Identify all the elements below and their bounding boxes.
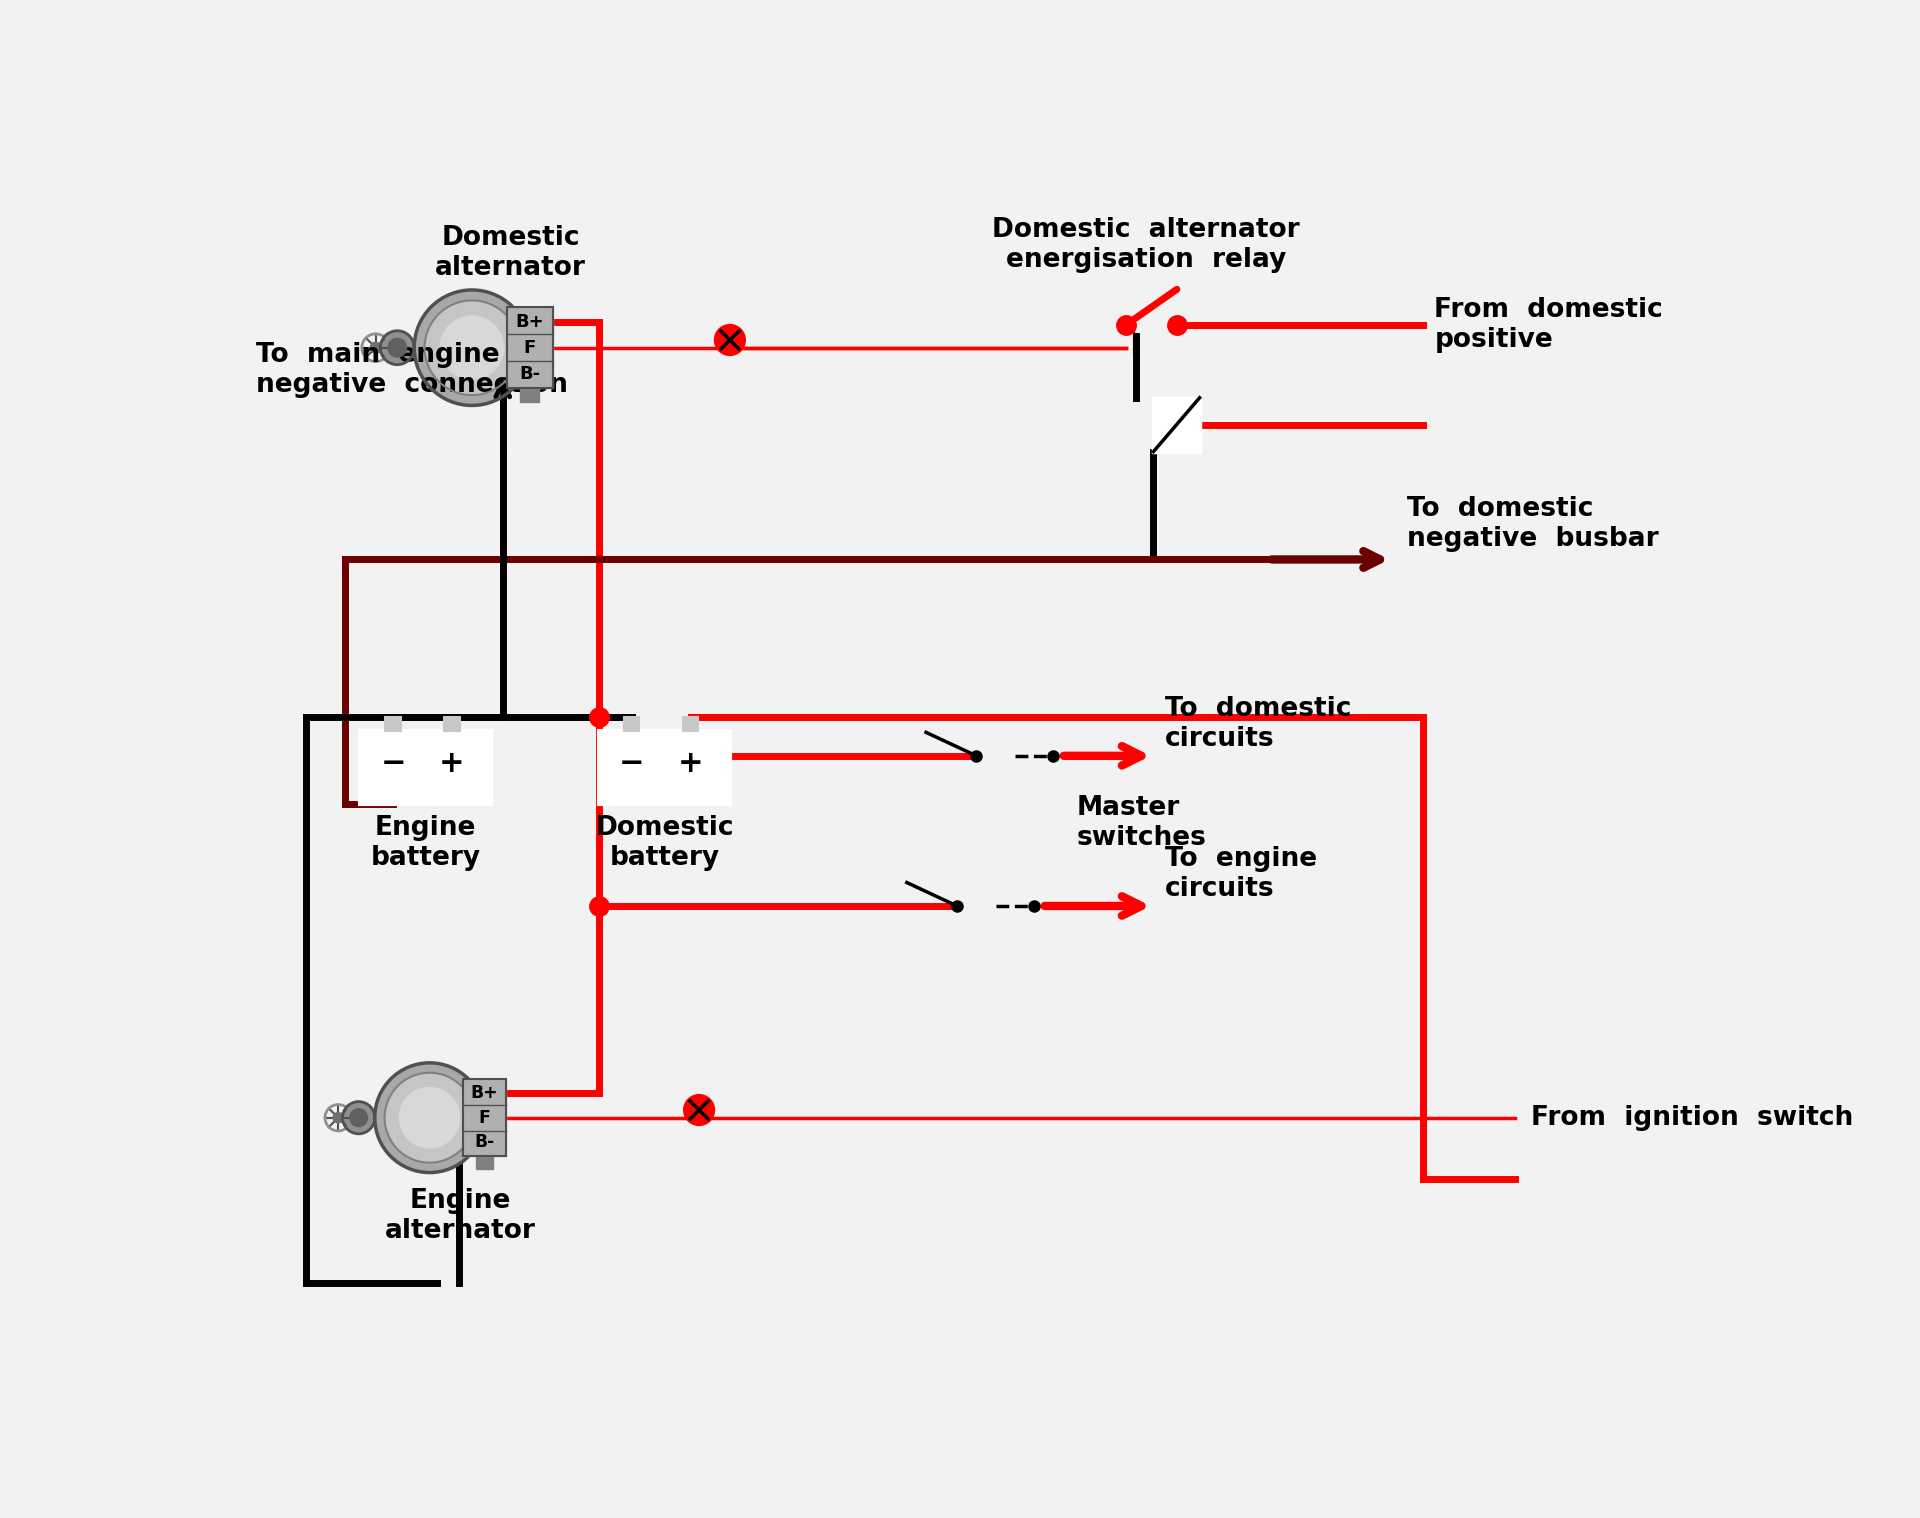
Text: −: − [618,748,645,779]
Circle shape [349,1108,367,1126]
Text: B+: B+ [515,313,543,331]
Circle shape [384,1073,474,1163]
Text: +: + [440,748,465,779]
Text: To  engine
circuits: To engine circuits [1165,846,1317,902]
Text: B-: B- [474,1134,495,1151]
Text: Master
switches: Master switches [1077,795,1206,852]
Bar [1154,398,1200,452]
Text: B+: B+ [470,1084,499,1102]
Text: B-: B- [518,364,540,383]
Text: Domestic
battery: Domestic battery [595,815,733,871]
Bar [507,307,553,389]
Bar [444,716,459,730]
Circle shape [342,1102,374,1134]
Bar [361,730,492,805]
Circle shape [684,1094,714,1125]
Text: F: F [524,339,536,357]
Text: Engine
alternator: Engine alternator [386,1189,536,1243]
Bar [476,1157,493,1169]
Bar [520,389,540,402]
Bar [386,716,401,730]
Text: −: − [380,748,405,779]
Circle shape [374,1063,484,1172]
Circle shape [380,331,415,364]
Text: To  domestic
circuits: To domestic circuits [1165,695,1352,751]
Circle shape [714,325,745,355]
Circle shape [440,316,503,380]
Text: F: F [478,1108,490,1126]
Circle shape [415,290,530,405]
Text: To  domestic
negative  busbar: To domestic negative busbar [1407,496,1659,551]
Text: From  ignition  switch: From ignition switch [1530,1105,1853,1131]
Circle shape [424,301,518,395]
Circle shape [371,343,380,354]
Circle shape [399,1087,459,1148]
Text: Engine
battery: Engine battery [371,815,480,871]
Bar [684,716,699,730]
Circle shape [332,1113,344,1123]
Text: From  domestic
positive: From domestic positive [1434,296,1663,352]
Text: +: + [678,748,703,779]
Bar [463,1079,507,1157]
Text: Domestic
alternator: Domestic alternator [436,225,586,281]
Bar [507,307,553,389]
Text: Domestic  alternator
energisation  relay: Domestic alternator energisation relay [993,217,1300,273]
Bar [624,716,639,730]
Bar [463,1079,507,1157]
Text: To  main  engine
negative  connection: To main engine negative connection [257,342,568,398]
Circle shape [388,339,407,357]
Bar [599,730,730,805]
